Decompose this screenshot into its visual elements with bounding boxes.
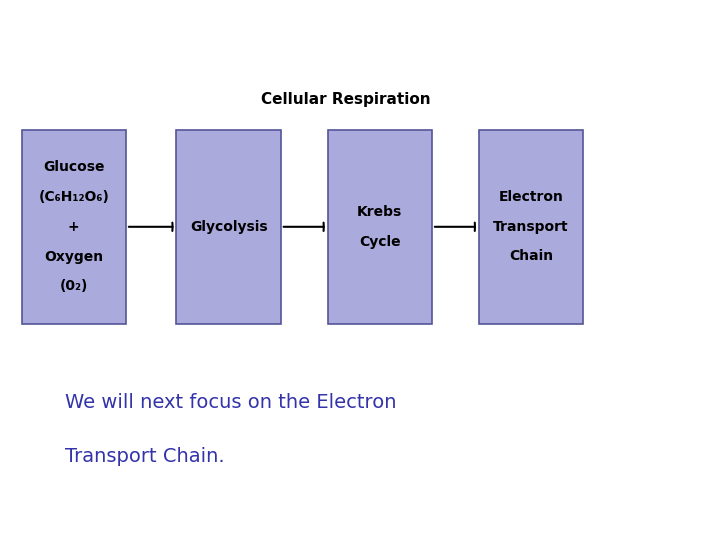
Text: Oxygen: Oxygen — [44, 249, 104, 264]
FancyBboxPatch shape — [176, 130, 281, 324]
FancyBboxPatch shape — [328, 130, 432, 324]
Text: Cycle: Cycle — [359, 235, 400, 248]
Text: Transport: Transport — [493, 220, 569, 234]
Text: (C₆H₁₂O₆): (C₆H₁₂O₆) — [38, 190, 109, 204]
FancyBboxPatch shape — [479, 130, 583, 324]
Text: Glycolysis: Glycolysis — [190, 220, 267, 234]
Text: +: + — [68, 220, 80, 234]
Text: We will next focus on the Electron: We will next focus on the Electron — [65, 393, 396, 412]
Text: Cellular Respiration: Cellular Respiration — [261, 92, 431, 107]
Text: Krebs: Krebs — [357, 205, 402, 219]
FancyBboxPatch shape — [22, 130, 126, 324]
Text: Glucose: Glucose — [43, 160, 104, 174]
Text: Electron: Electron — [498, 190, 564, 204]
Text: Chain: Chain — [509, 249, 553, 264]
Text: (0₂): (0₂) — [60, 279, 88, 293]
Text: Transport Chain.: Transport Chain. — [65, 447, 225, 466]
